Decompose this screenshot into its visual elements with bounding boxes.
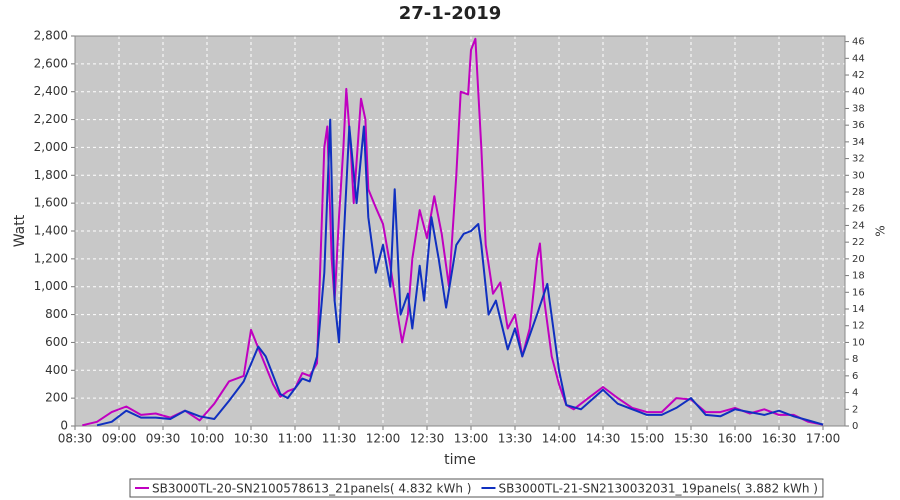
y-tick-label: 1,600 (34, 196, 68, 210)
x-tick-label: 11:30 (322, 432, 357, 446)
x-tick-label: 08:30 (58, 432, 93, 446)
y-tick-label: 1,800 (34, 168, 68, 182)
y-tick-label: 1,400 (34, 224, 68, 238)
y2-tick-label: 2 (852, 404, 858, 415)
x-tick-label: 12:00 (366, 432, 401, 446)
y2-tick-label: 42 (852, 70, 865, 81)
x-tick-label: 15:00 (630, 432, 665, 446)
y2-tick-label: 36 (852, 120, 865, 131)
y2-tick-label: 40 (852, 87, 865, 98)
y2-tick-label: 28 (852, 187, 865, 198)
y2-tick-label: 18 (852, 271, 865, 282)
y2-tick-label: 6 (852, 371, 858, 382)
y-tick-label: 800 (45, 307, 68, 321)
y2-tick-label: 16 (852, 287, 865, 298)
y2-tick-label: 0 (852, 421, 858, 432)
x-tick-label: 16:30 (762, 432, 797, 446)
y-tick-label: 600 (45, 335, 68, 349)
y2-tick-label: 8 (852, 354, 858, 365)
legend-label: SB3000TL-21-SN2130032031_19panels( 3.882… (498, 482, 817, 496)
x-tick-label: 10:30 (234, 432, 269, 446)
x-tick-label: 11:00 (278, 432, 313, 446)
y-tick-label: 2,600 (34, 56, 68, 70)
y2-axis-label: % (874, 225, 888, 236)
y2-tick-label: 32 (852, 154, 865, 165)
x-tick-label: 16:00 (718, 432, 753, 446)
x-tick-label: 17:00 (806, 432, 841, 446)
y2-tick-label: 22 (852, 237, 865, 248)
y2-tick-label: 4 (852, 388, 858, 399)
x-tick-label: 14:00 (542, 432, 577, 446)
y-tick-label: 2,400 (34, 84, 68, 98)
y2-tick-label: 34 (852, 137, 865, 148)
y2-tick-label: 30 (852, 170, 865, 181)
y-tick-label: 1,000 (34, 279, 68, 293)
x-tick-label: 10:00 (190, 432, 225, 446)
series-line (82, 37, 824, 427)
y2-tick-label: 14 (852, 304, 865, 315)
y-tick-label: 2,800 (34, 29, 68, 43)
x-tick-label: 13:00 (454, 432, 489, 446)
y-tick-label: 2,000 (34, 140, 68, 154)
y-tick-label: 0 (60, 419, 68, 433)
x-tick-label: 15:30 (674, 432, 709, 446)
series-line (96, 118, 824, 427)
x-tick-label: 09:30 (146, 432, 181, 446)
legend-label: SB3000TL-20-SN2100578613_21panels( 4.832… (152, 482, 471, 496)
y-axis-label: Watt (12, 214, 28, 247)
y2-tick-label: 12 (852, 321, 865, 332)
y-tick-label: 1,200 (34, 251, 68, 265)
y2-tick-label: 46 (852, 37, 865, 48)
x-axis-label: time (444, 452, 476, 468)
y-tick-label: 200 (45, 391, 68, 405)
x-tick-label: 14:30 (586, 432, 621, 446)
y2-tick-label: 38 (852, 103, 865, 114)
chart-title: 27-1-2019 (399, 3, 502, 24)
y2-tick-label: 20 (852, 254, 865, 265)
y2-tick-label: 26 (852, 204, 865, 215)
y-tick-label: 400 (45, 363, 68, 377)
legend: SB3000TL-20-SN2100578613_21panels( 4.832… (129, 478, 824, 498)
x-tick-label: 09:00 (102, 432, 137, 446)
x-tick-label: 13:30 (498, 432, 533, 446)
y2-tick-label: 24 (852, 220, 865, 231)
plot-border (74, 35, 846, 427)
y2-tick-label: 10 (852, 337, 865, 348)
y-tick-label: 2,200 (34, 112, 68, 126)
y2-tick-label: 44 (852, 53, 865, 64)
x-tick-label: 12:30 (410, 432, 445, 446)
legend-box (129, 478, 824, 498)
